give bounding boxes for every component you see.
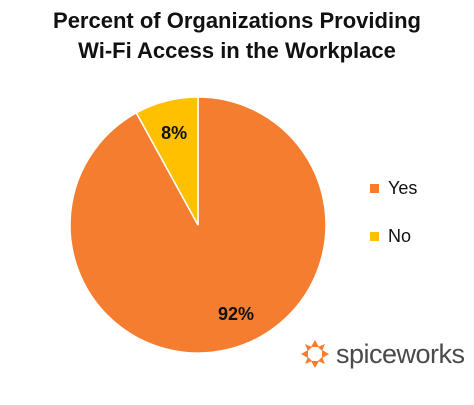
legend-item-no: No <box>370 226 411 247</box>
legend-label-no: No <box>388 226 412 246</box>
spiceworks-logo: spiceworks <box>298 337 465 371</box>
legend-swatch-yes <box>370 184 379 193</box>
brand-name: spiceworks <box>336 338 465 369</box>
spiceworks-logo-icon <box>301 340 329 368</box>
legend-label-yes: Yes <box>388 178 418 198</box>
chart-title: Percent of Organizations Providing Wi-Fi… <box>0 6 474 66</box>
data-label-yes: 92% <box>218 304 254 324</box>
pie-slice-no <box>135 96 199 226</box>
chart-title-line-2: Wi-Fi Access in the Workplace <box>78 38 396 63</box>
legend-item-yes: Yes <box>370 178 417 199</box>
chart-title-line-1: Percent of Organizations Providing <box>53 8 421 33</box>
legend-swatch-no <box>370 232 379 241</box>
data-label-no: 8% <box>161 123 187 143</box>
